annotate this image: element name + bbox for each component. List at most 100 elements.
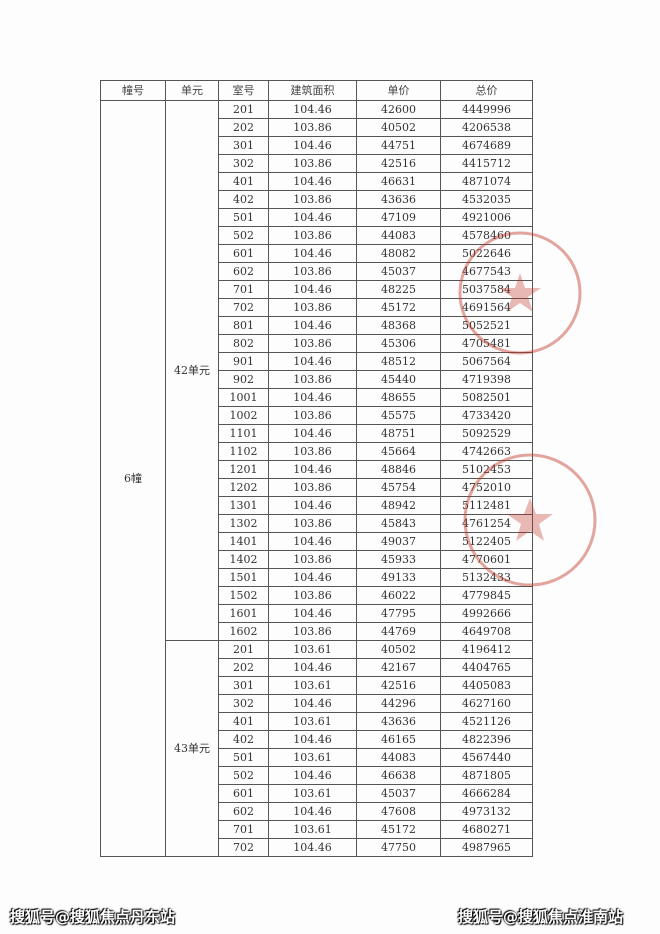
room-number-cell: 502 (218, 766, 269, 785)
table-row: 501 103.61 44083 4567440 (101, 748, 533, 767)
table-row: 1302 103.86 45843 4761254 (101, 514, 533, 533)
header-room: 室号 (218, 80, 269, 101)
room-number-cell: 702 (218, 838, 269, 857)
room-number-cell: 201 (218, 100, 269, 119)
unit-price-cell: 48512 (356, 352, 441, 371)
price-table: 幢号 单元 室号 建筑面积 单价 总价 6幢 42单元 201 104.46 42600… (100, 80, 533, 857)
unit-price-cell: 43636 (356, 712, 441, 731)
room-number-cell: 301 (218, 676, 269, 695)
table-row: 43单元 201 103.61 40502 4196412 (101, 640, 533, 857)
area-cell: 103.86 (268, 550, 357, 569)
unit-price-cell: 45664 (356, 442, 441, 461)
room-number-cell: 302 (218, 694, 269, 713)
area-cell: 104.46 (268, 136, 357, 155)
table-row: 702 104.46 47750 4987965 (101, 838, 533, 857)
area-cell: 103.86 (268, 226, 357, 245)
room-number-cell: 1402 (218, 550, 269, 569)
room-number-cell: 1002 (218, 406, 269, 425)
room-number-cell: 701 (218, 820, 269, 839)
area-cell: 103.86 (268, 118, 357, 137)
total-price-cell: 5022646 (440, 244, 533, 263)
watermark-left: 搜狐号@搜狐焦点丹东站 (10, 908, 176, 926)
unit-cell: 42单元 (165, 100, 219, 641)
room-number-cell: 1001 (218, 388, 269, 407)
room-number-cell: 601 (218, 244, 269, 263)
total-price-cell: 4196412 (440, 640, 533, 659)
table-row: 602 104.46 47608 4973132 (101, 802, 533, 821)
room-number-cell: 1501 (218, 568, 269, 587)
total-price-cell: 5092529 (440, 424, 533, 443)
table-row: 1402 103.86 45933 4770601 (101, 550, 533, 569)
room-number-cell: 402 (218, 190, 269, 209)
table-row: 502 104.46 46638 4871805 (101, 766, 533, 785)
unit-price-cell: 47109 (356, 208, 441, 227)
room-number-cell: 1202 (218, 478, 269, 497)
unit-price-cell: 43636 (356, 190, 441, 209)
total-price-cell: 4532035 (440, 190, 533, 209)
total-price-cell: 4742663 (440, 442, 533, 461)
table-row: 6幢 42单元 201 104.46 42600 4449996 (100, 100, 533, 857)
unit-price-cell: 48225 (356, 280, 441, 299)
area-cell: 103.86 (268, 478, 357, 497)
area-cell: 103.61 (268, 748, 357, 767)
area-cell: 103.86 (268, 622, 357, 641)
unit-price-cell: 42167 (356, 658, 441, 677)
area-cell: 103.86 (268, 586, 357, 605)
unit-price-cell: 45933 (356, 550, 441, 569)
total-price-cell: 4691564 (440, 298, 533, 317)
total-price-cell: 5037584 (440, 280, 533, 299)
unit-price-cell: 49037 (356, 532, 441, 551)
table-row: 501 104.46 47109 4921006 (101, 208, 533, 227)
unit-price-cell: 45172 (356, 298, 441, 317)
total-price-cell: 4405083 (440, 676, 533, 695)
area-cell: 103.86 (268, 298, 357, 317)
total-price-cell: 4921006 (440, 208, 533, 227)
unit-price-cell: 46165 (356, 730, 441, 749)
table-row: 302 103.86 42516 4415712 (101, 154, 533, 173)
watermark-right: 搜狐号@搜狐焦点淮南站 (458, 908, 624, 926)
table-row: 1102 103.86 45664 4742663 (101, 442, 533, 461)
total-price-cell: 4770601 (440, 550, 533, 569)
room-number-cell: 401 (218, 712, 269, 731)
total-price-cell: 4705481 (440, 334, 533, 353)
area-cell: 104.46 (268, 532, 357, 551)
unit-price-cell: 46631 (356, 172, 441, 191)
room-number-cell: 1602 (218, 622, 269, 641)
unit-price-cell: 48082 (356, 244, 441, 263)
room-number-cell: 1502 (218, 586, 269, 605)
total-price-cell: 5052521 (440, 316, 533, 335)
unit-price-cell: 46638 (356, 766, 441, 785)
total-price-cell: 5082501 (440, 388, 533, 407)
unit-price-cell: 48655 (356, 388, 441, 407)
room-number-cell: 501 (218, 208, 269, 227)
total-price-cell: 4674689 (440, 136, 533, 155)
area-cell: 103.86 (268, 370, 357, 389)
room-number-cell: 1102 (218, 442, 269, 461)
room-number-cell: 501 (218, 748, 269, 767)
area-cell: 104.46 (268, 424, 357, 443)
unit-price-cell: 45037 (356, 784, 441, 803)
total-price-cell: 4779845 (440, 586, 533, 605)
room-number-cell: 1201 (218, 460, 269, 479)
area-cell: 104.46 (268, 388, 357, 407)
total-price-cell: 4567440 (440, 748, 533, 767)
total-price-cell: 4649708 (440, 622, 533, 641)
unit-price-cell: 42600 (356, 100, 441, 119)
room-number-cell: 702 (218, 298, 269, 317)
room-number-cell: 502 (218, 226, 269, 245)
area-cell: 104.46 (268, 730, 357, 749)
total-price-cell: 4987965 (440, 838, 533, 857)
area-cell: 103.61 (268, 820, 357, 839)
table-row: 801 104.46 48368 5052521 (101, 316, 533, 335)
unit-price-cell: 48368 (356, 316, 441, 335)
table-row: 701 103.61 45172 4680271 (101, 820, 533, 839)
unit-price-cell: 45306 (356, 334, 441, 353)
total-price-cell: 4449996 (440, 100, 533, 119)
building-cell: 6幢 (100, 100, 166, 857)
total-price-cell: 4521126 (440, 712, 533, 731)
total-price-cell: 4733420 (440, 406, 533, 425)
room-number-cell: 1101 (218, 424, 269, 443)
unit-price-cell: 44769 (356, 622, 441, 641)
unit-price-cell: 42516 (356, 154, 441, 173)
unit-price-cell: 42516 (356, 676, 441, 695)
